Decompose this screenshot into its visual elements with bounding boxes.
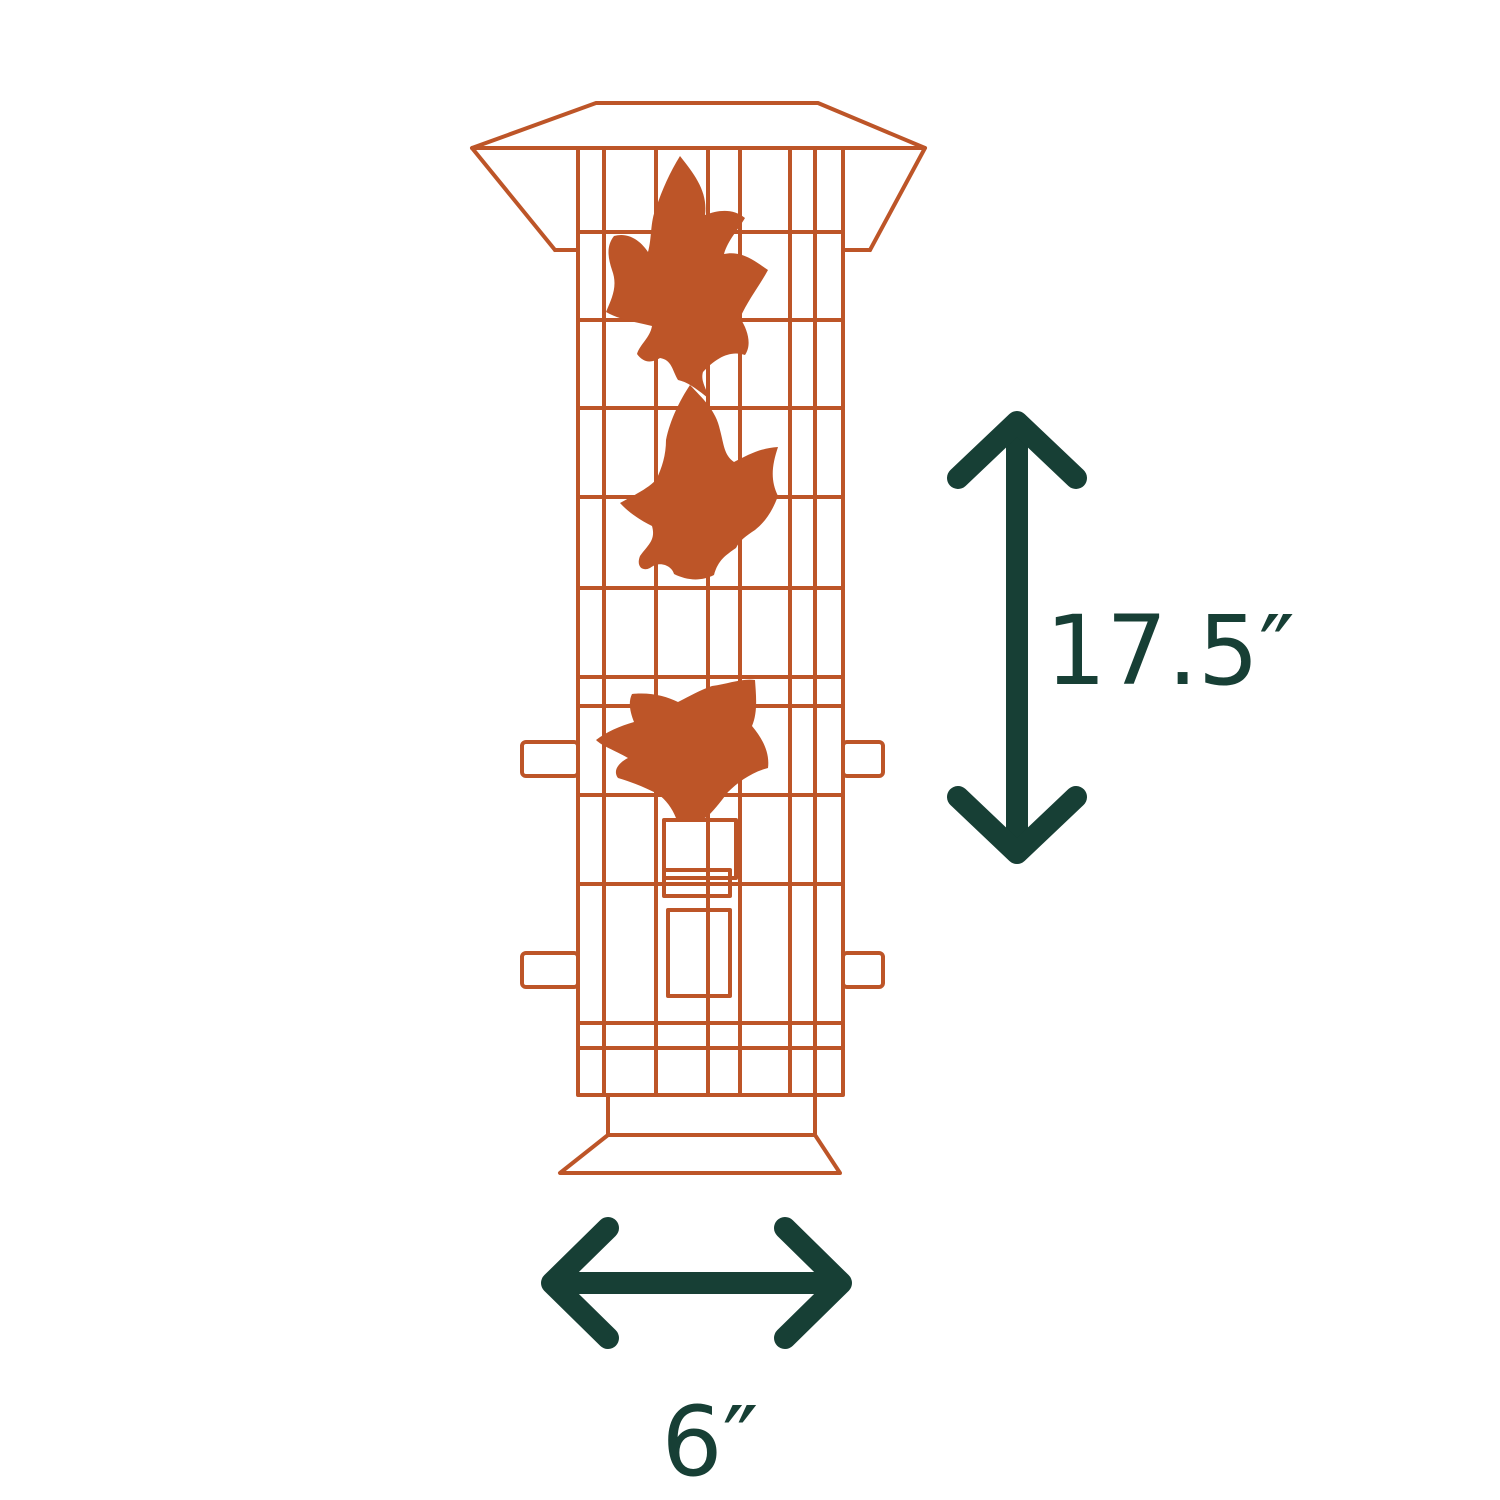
feeder-roof (470, 101, 927, 252)
feeder-port (662, 818, 738, 998)
feeder-base (558, 1093, 842, 1175)
maple-leaf-icon (596, 679, 769, 821)
double-vertical-arrow-icon (947, 411, 1087, 864)
maple-leaf-icon (606, 156, 768, 398)
height-dimension-label: 17.5″ (1045, 595, 1295, 707)
feeder-perches (520, 740, 885, 989)
double-horizontal-arrow-icon (541, 1217, 852, 1349)
width-dimension-label: 6″ (662, 1386, 759, 1498)
maple-leaf-icon (620, 385, 778, 580)
